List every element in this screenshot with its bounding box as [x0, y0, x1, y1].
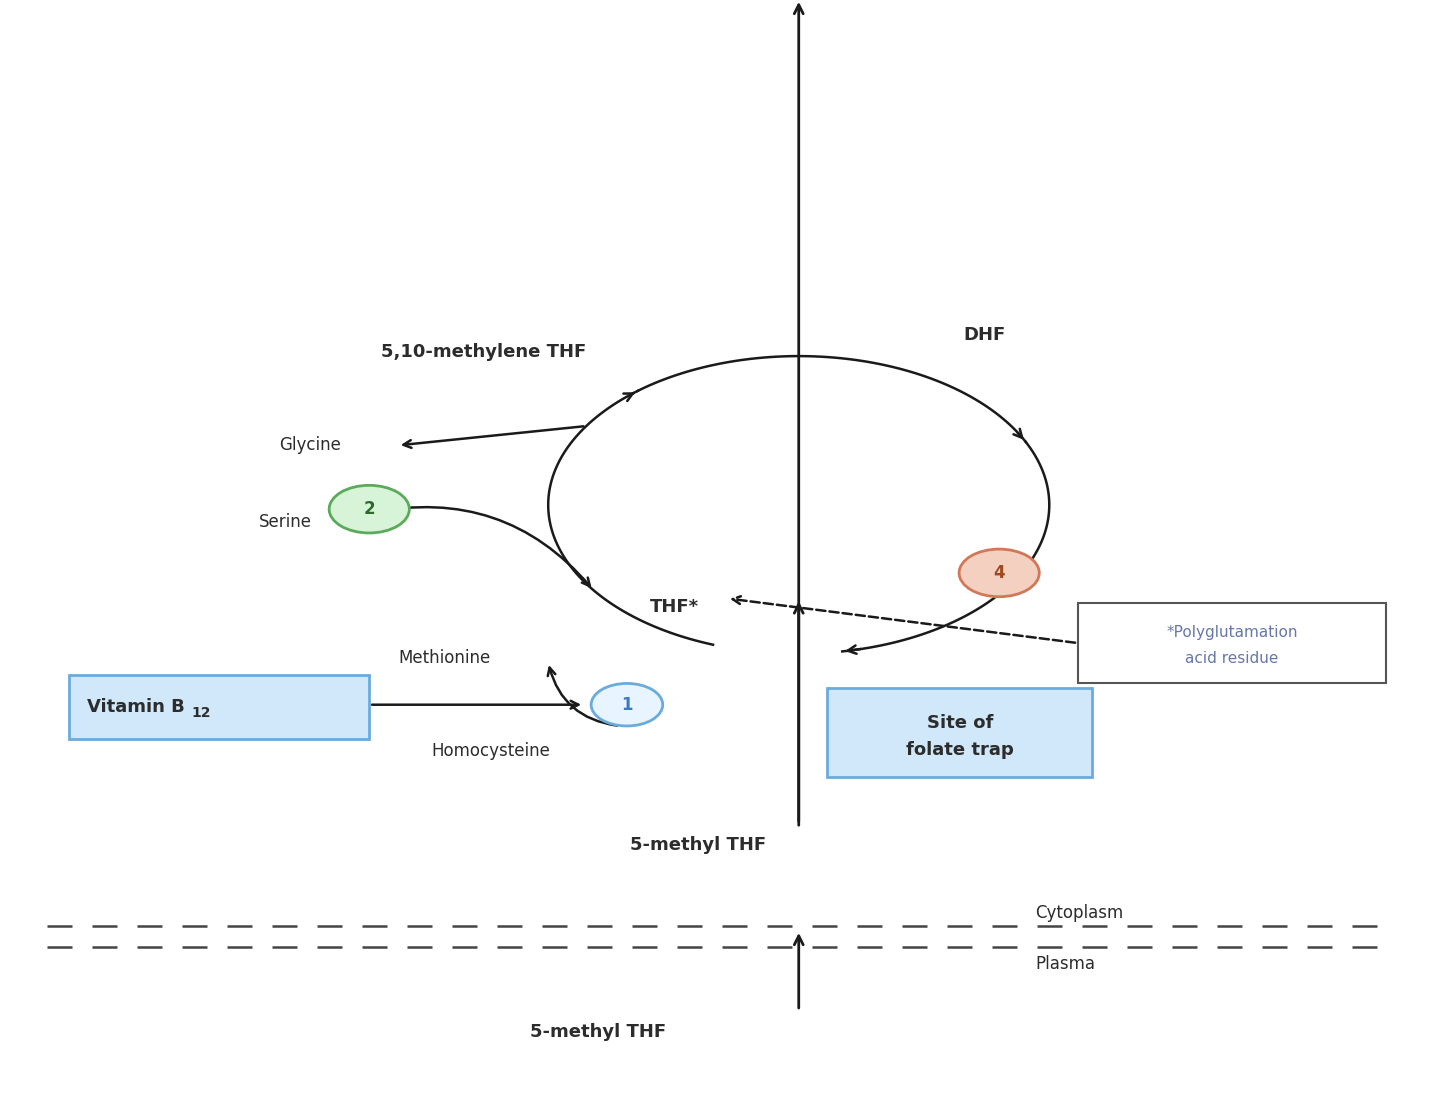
Text: 5-methyl THF: 5-methyl THF — [631, 836, 766, 854]
Circle shape — [959, 549, 1040, 596]
Text: Plasma: Plasma — [1035, 955, 1094, 974]
Text: 1: 1 — [621, 695, 632, 714]
Text: 5,10-methylene THF: 5,10-methylene THF — [382, 343, 586, 361]
FancyBboxPatch shape — [1079, 603, 1385, 683]
Circle shape — [592, 683, 662, 726]
FancyBboxPatch shape — [69, 675, 369, 739]
Text: Cytoplasm: Cytoplasm — [1035, 904, 1123, 922]
Text: Site of: Site of — [926, 714, 994, 732]
Text: 4: 4 — [994, 564, 1005, 582]
Text: Vitamin B: Vitamin B — [86, 697, 184, 716]
Text: folate trap: folate trap — [906, 741, 1014, 759]
Text: Homocysteine: Homocysteine — [432, 742, 550, 760]
FancyBboxPatch shape — [828, 688, 1092, 777]
Text: 5-methyl THF: 5-methyl THF — [530, 1023, 667, 1041]
Text: Glycine: Glycine — [279, 437, 341, 454]
Text: 2: 2 — [363, 500, 374, 518]
Text: DHF: DHF — [963, 326, 1007, 344]
Text: 12: 12 — [192, 706, 212, 719]
Text: acid residue: acid residue — [1185, 651, 1279, 667]
Text: THF*: THF* — [649, 598, 698, 616]
Text: Serine: Serine — [259, 513, 312, 531]
Text: *Polyglutamation: *Polyglutamation — [1166, 625, 1297, 640]
Circle shape — [330, 485, 409, 534]
Text: Methionine: Methionine — [399, 649, 491, 667]
